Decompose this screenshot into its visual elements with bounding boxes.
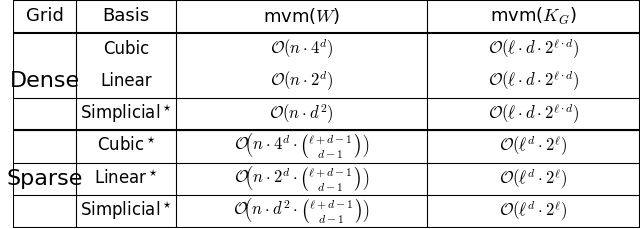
Text: $\mathcal{O}(\ell^d \cdot 2^\ell)$: $\mathcal{O}(\ell^d \cdot 2^\ell)$	[499, 167, 568, 191]
Text: $\mathcal{O}(\ell^d \cdot 2^\ell)$: $\mathcal{O}(\ell^d \cdot 2^\ell)$	[499, 199, 568, 224]
Text: Cubic$^\star$: Cubic$^\star$	[97, 137, 156, 155]
Text: Linear$^\star$: Linear$^\star$	[94, 170, 158, 188]
Text: Linear: Linear	[100, 72, 152, 90]
Text: Simplicial$^\star$: Simplicial$^\star$	[80, 200, 172, 222]
Text: $\mathcal{O}(n \cdot 2^d)$: $\mathcal{O}(n \cdot 2^d)$	[270, 69, 333, 93]
Text: $\mathcal{O}(\ell \cdot d \cdot 2^{\ell \cdot d})$: $\mathcal{O}(\ell \cdot d \cdot 2^{\ell …	[488, 102, 579, 126]
Text: mvm($W$): mvm($W$)	[263, 6, 340, 26]
Text: $\mathcal{O}(\ell \cdot d \cdot 2^{\ell \cdot d})$: $\mathcal{O}(\ell \cdot d \cdot 2^{\ell …	[488, 69, 579, 93]
Text: Cubic: Cubic	[103, 40, 149, 58]
Text: $\mathcal{O}(\ell \cdot d \cdot 2^{\ell \cdot d})$: $\mathcal{O}(\ell \cdot d \cdot 2^{\ell …	[488, 37, 579, 61]
Text: $\mathcal{O}(\ell^d \cdot 2^\ell)$: $\mathcal{O}(\ell^d \cdot 2^\ell)$	[499, 134, 568, 158]
Text: mvm($K_G$): mvm($K_G$)	[490, 6, 577, 27]
Text: Sparse: Sparse	[6, 169, 83, 189]
Text: Simplicial$^\star$: Simplicial$^\star$	[80, 103, 172, 125]
Text: $\mathcal{O}(n \cdot d^2)$: $\mathcal{O}(n \cdot d^2)$	[269, 102, 334, 125]
Text: $\mathcal{O}\!\left(n \cdot d^2 \cdot \binom{\ell+d-1}{d-1}\right)$: $\mathcal{O}\!\left(n \cdot d^2 \cdot \b…	[233, 197, 370, 225]
Text: Dense: Dense	[10, 71, 80, 91]
Text: $\mathcal{O}\!\left(n \cdot 4^d \cdot \binom{\ell+d-1}{d-1}\right)$: $\mathcal{O}\!\left(n \cdot 4^d \cdot \b…	[234, 132, 369, 160]
Text: $\mathcal{O}(n \cdot 4^d)$: $\mathcal{O}(n \cdot 4^d)$	[270, 37, 333, 61]
Text: Basis: Basis	[102, 7, 150, 25]
Text: $\mathcal{O}\!\left(n \cdot 2^d \cdot \binom{\ell+d-1}{d-1}\right)$: $\mathcal{O}\!\left(n \cdot 2^d \cdot \b…	[234, 165, 369, 193]
Text: Grid: Grid	[26, 7, 63, 25]
